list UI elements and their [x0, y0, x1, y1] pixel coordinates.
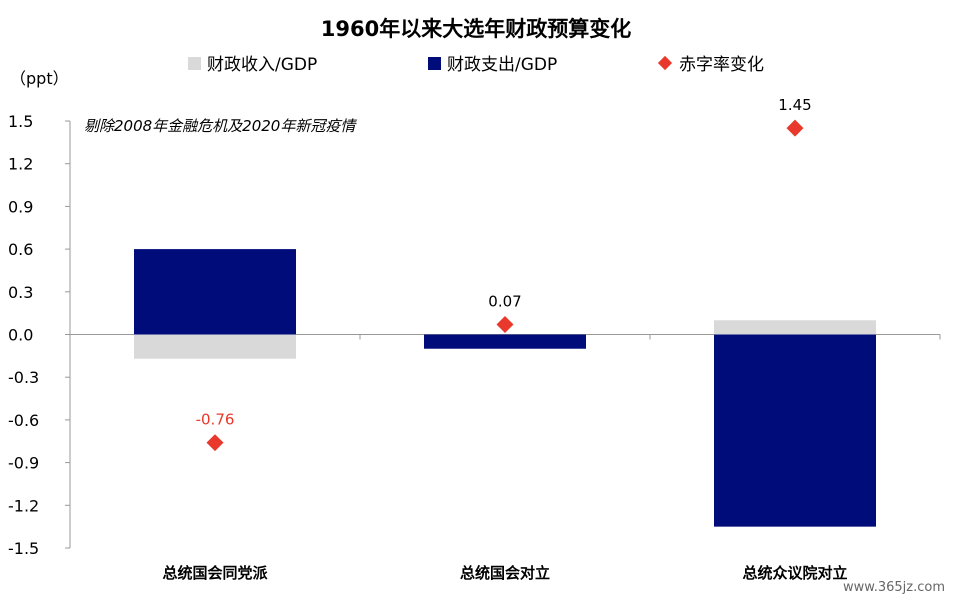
legend-label-deficit: 赤字率变化: [679, 55, 764, 75]
deficit-marker: [786, 119, 804, 137]
deficit-data-label: -0.76: [196, 411, 235, 429]
x-category-label: 总统众议院对立: [742, 564, 847, 582]
chart-annotation: 剔除2008年金融危机及2020年新冠疫情: [84, 117, 357, 135]
y-tick-label: -0.3: [8, 368, 39, 387]
chart-title: 1960年以来大选年财政预算变化: [321, 17, 631, 41]
y-tick-label: 0.0: [8, 326, 33, 345]
bar: [134, 249, 296, 335]
x-category-label: 总统国会对立: [460, 564, 550, 582]
bar: [134, 334, 296, 359]
y-tick-label: 0.6: [8, 240, 33, 259]
deficit-marker: [206, 434, 224, 452]
watermark: www.365jz.com: [843, 580, 945, 595]
legend-marker-deficit: [657, 55, 673, 71]
bar: [714, 320, 876, 335]
legend-label-revenue: 财政收入/GDP: [207, 55, 317, 75]
x-category-label: 总统国会同党派: [162, 564, 268, 582]
y-tick-label: 1.5: [8, 112, 33, 131]
y-tick-label: -1.2: [8, 496, 39, 515]
legend-label-spending: 财政支出/GDP: [447, 55, 557, 75]
y-tick-label: -1.5: [8, 539, 39, 558]
legend: 财政收入/GDP 财政支出/GDP 赤字率变化: [188, 55, 764, 75]
deficit-marker: [496, 316, 514, 334]
y-tick-label: 0.3: [8, 283, 33, 302]
bars: [134, 249, 876, 527]
y-axis: 1.5 1.2 0.9 0.6 0.3 0.0 -0.3 -0.6 -0.9 -1.2 -1.5: [8, 112, 71, 558]
deficit-data-label: 0.07: [488, 293, 521, 311]
y-tick-label: -0.6: [8, 411, 39, 430]
bar: [424, 334, 586, 349]
y-tick-label: 0.9: [8, 197, 33, 216]
legend-swatch-revenue: [188, 57, 201, 70]
y-unit-label: （ppt）: [10, 69, 69, 88]
y-tick-label: 1.2: [8, 155, 33, 174]
deficit-data-label: 1.45: [778, 96, 811, 114]
y-tick-label: -0.9: [8, 454, 39, 473]
bar: [714, 334, 876, 527]
markers: -0.76 0.07 1.45: [196, 96, 812, 452]
legend-swatch-spending: [428, 57, 441, 70]
